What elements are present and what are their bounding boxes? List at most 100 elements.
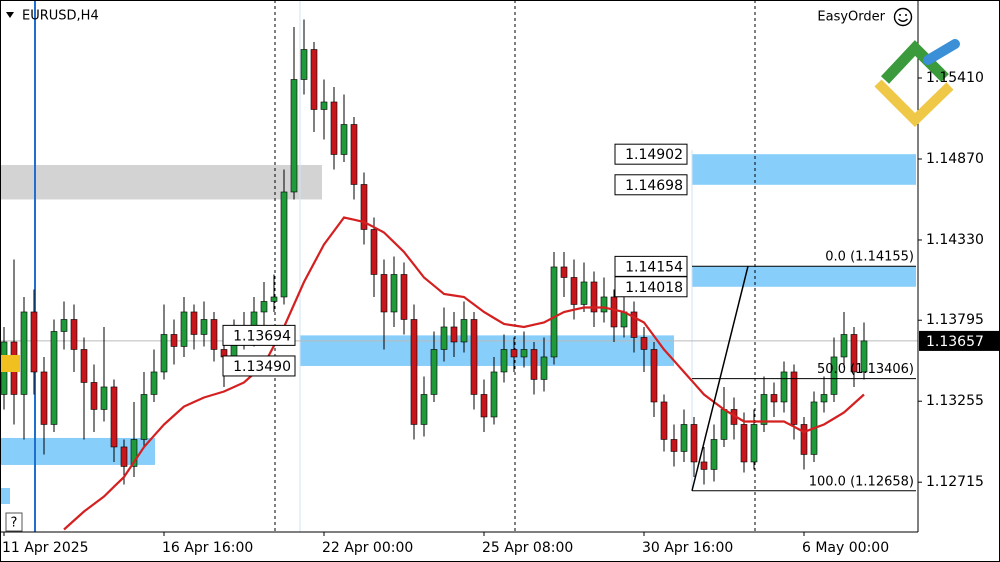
- y-tick-label: 1.12715: [926, 474, 984, 490]
- candle-body: [720, 409, 728, 440]
- candle-body: [590, 281, 598, 313]
- candle-body: [360, 184, 368, 230]
- fib-label: 0.0 (1.14155): [825, 250, 914, 265]
- zone-label: 1.13694: [233, 328, 291, 344]
- help-label[interactable]: ?: [11, 516, 18, 531]
- candle-body: [50, 331, 58, 425]
- candle-body: [20, 311, 28, 395]
- candle-body: [170, 334, 178, 347]
- candle-body: [350, 124, 358, 185]
- candle-body: [580, 281, 588, 305]
- zone-label-box: [222, 324, 296, 346]
- current-price-box: [919, 330, 1000, 351]
- candle-body: [690, 424, 698, 463]
- zone-label-box: [222, 355, 296, 377]
- x-tick-label: 22 Apr 00:00: [322, 540, 413, 556]
- candle-body: [790, 371, 798, 425]
- menu-arrow[interactable]: [6, 12, 14, 18]
- x-tick-label: 11 Apr 2025: [2, 540, 89, 556]
- smiley[interactable]: [893, 7, 913, 27]
- candle-body: [710, 439, 718, 470]
- candle-body: [420, 394, 428, 425]
- help-button[interactable]: [5, 512, 23, 532]
- candle-body: [140, 394, 148, 440]
- candle-body: [90, 382, 98, 410]
- candle-body: [760, 394, 768, 425]
- candle-body: [80, 349, 88, 383]
- candle-body: [100, 386, 108, 410]
- panel-label[interactable]: EasyOrder: [817, 10, 885, 25]
- candle-body: [280, 191, 288, 298]
- candle-body: [370, 229, 378, 275]
- zone-label: 1.13490: [233, 359, 291, 375]
- candle-body: [700, 461, 708, 470]
- candle-body: [290, 79, 298, 193]
- zone-label: 1.14698: [625, 178, 683, 194]
- x-tick-label: 25 Apr 08:00: [482, 540, 573, 556]
- candle-body: [550, 266, 558, 358]
- candle-body: [380, 274, 388, 313]
- candle-body: [390, 274, 398, 313]
- candle-body: [840, 334, 848, 358]
- candle-body: [670, 439, 678, 452]
- moving-average: [63, 216, 865, 531]
- candle-body: [210, 319, 218, 350]
- candle-body: [850, 334, 858, 373]
- zone-label-box: [614, 276, 688, 298]
- candle-body: [770, 394, 778, 403]
- candle-body: [530, 349, 538, 380]
- candle-body: [480, 394, 488, 418]
- candle-body: [310, 49, 318, 110]
- fib-label: 50.0 (1.13406): [817, 362, 914, 377]
- fib-trendline: [691, 266, 749, 491]
- candle-body: [680, 424, 688, 452]
- zone-label-box: [614, 174, 688, 196]
- candle-body: [450, 326, 458, 343]
- candle-body: [410, 319, 418, 425]
- candle-body: [260, 301, 268, 313]
- zone: [0, 164, 322, 200]
- symbol-title: EURUSD,H4: [22, 9, 99, 24]
- zone-label: 1.14154: [625, 259, 683, 275]
- zone: [0, 437, 155, 465]
- candle-body: [180, 311, 188, 347]
- candle-body: [640, 337, 648, 350]
- candle-body: [400, 274, 408, 320]
- candle-body: [660, 401, 668, 440]
- candle-body: [610, 296, 618, 328]
- candle-body: [460, 319, 468, 343]
- candle-body: [470, 319, 478, 395]
- y-tick-label: 1.15410: [926, 70, 984, 86]
- zone-label-box: [614, 143, 688, 165]
- candle-body: [600, 296, 608, 313]
- candle-body: [110, 386, 118, 448]
- candle-body: [300, 49, 308, 80]
- candle-body: [630, 311, 638, 338]
- candle-body: [830, 356, 838, 395]
- zone: [300, 335, 674, 366]
- candle-body: [560, 266, 568, 278]
- candle-body: [440, 326, 448, 350]
- marker: [0, 355, 20, 372]
- candle-body: [780, 371, 788, 403]
- candle-body: [40, 371, 48, 425]
- candle-body: [60, 319, 68, 332]
- candle-body: [820, 394, 828, 403]
- candle-body: [520, 349, 528, 358]
- candle-body: [500, 349, 508, 373]
- zone: [692, 266, 916, 287]
- zone-label: 1.14902: [625, 147, 683, 163]
- x-tick-label: 6 May 00:00: [802, 540, 889, 556]
- candle-body: [540, 356, 548, 380]
- candle-body: [330, 101, 338, 155]
- candle-body: [430, 349, 438, 395]
- candle-body: [490, 371, 498, 418]
- x-tick-label: 16 Apr 16:00: [162, 540, 253, 556]
- candle-body: [270, 296, 278, 302]
- candle-body: [160, 334, 168, 373]
- candle-body: [860, 340, 868, 373]
- candle-body: [200, 319, 208, 335]
- candle-body: [320, 101, 328, 110]
- candle-body: [150, 371, 158, 395]
